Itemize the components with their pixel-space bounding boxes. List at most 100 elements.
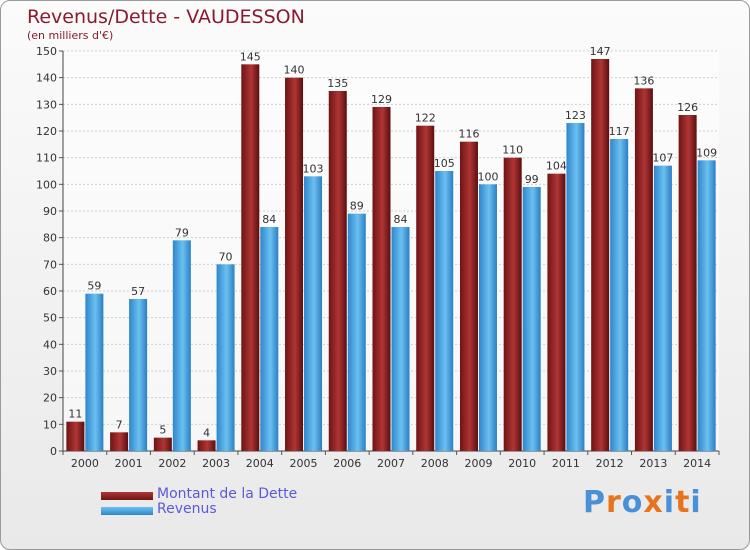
y-tick-label: 100 (36, 178, 57, 191)
data-label-revenus-2009: 100 (477, 170, 498, 183)
legend-swatch-revenus (101, 507, 153, 515)
y-tick-label: 10 (43, 418, 57, 431)
bar-revenus-2007 (391, 227, 410, 451)
bar-dette-2014 (678, 115, 697, 451)
data-label-dette-2012: 147 (590, 45, 611, 58)
y-tick-label: 130 (36, 98, 57, 111)
data-label-dette-2002: 5 (159, 424, 166, 437)
data-label-dette-2003: 4 (203, 426, 210, 439)
data-label-dette-2001: 7 (116, 418, 123, 431)
y-tick-label: 50 (43, 312, 57, 325)
y-tick-label: 90 (43, 205, 57, 218)
data-label-revenus-2000: 59 (87, 280, 101, 293)
logo-letter: i (663, 485, 676, 520)
bar-revenus-2010 (522, 187, 541, 451)
logo-letter: t (675, 485, 691, 520)
bar-revenus-2011 (566, 123, 585, 451)
data-label-revenus-2001: 57 (131, 285, 145, 298)
bar-revenus-2012 (610, 139, 629, 451)
data-label-dette-2014: 126 (677, 101, 698, 114)
x-tick-label-2011: 2011 (552, 457, 580, 470)
bar-revenus-2006 (347, 213, 366, 451)
data-label-revenus-2002: 79 (175, 226, 189, 239)
y-tick-label: 20 (43, 392, 57, 405)
bar-revenus-2000 (85, 293, 104, 451)
logo-letter: P (583, 485, 606, 520)
x-tick-label-2009: 2009 (464, 457, 492, 470)
x-tick-label-2002: 2002 (158, 457, 186, 470)
logo-letter: o (621, 485, 644, 520)
x-tick-label-2014: 2014 (683, 457, 711, 470)
logo-letter: i (690, 485, 702, 520)
data-label-revenus-2010: 99 (525, 173, 539, 186)
y-tick-label: 0 (50, 445, 57, 458)
data-label-revenus-2005: 103 (303, 162, 324, 175)
data-label-revenus-2007: 84 (394, 213, 408, 226)
data-label-dette-2013: 136 (633, 74, 654, 87)
y-tick-label: 120 (36, 125, 57, 138)
bar-revenus-2002 (172, 240, 191, 451)
bar-revenus-2014 (697, 160, 716, 452)
legend-label-revenus: Revenus (157, 501, 217, 517)
bar-dette-2006 (328, 91, 347, 451)
data-label-revenus-2014: 109 (696, 146, 717, 159)
bar-dette-2003 (197, 440, 216, 451)
x-tick-label-2010: 2010 (508, 457, 536, 470)
bar-revenus-2004 (260, 227, 279, 451)
data-label-dette-2008: 122 (415, 112, 436, 125)
data-label-revenus-2013: 107 (652, 152, 673, 165)
data-label-revenus-2003: 70 (219, 250, 233, 263)
y-tick-label: 80 (43, 232, 57, 245)
bar-revenus-2003 (216, 264, 235, 451)
data-label-dette-2009: 116 (458, 128, 479, 141)
data-label-revenus-2011: 123 (565, 109, 586, 122)
bar-dette-2004 (241, 64, 260, 452)
bar-revenus-2013 (653, 165, 672, 451)
y-tick-label: 140 (36, 72, 57, 85)
proxiti-logo: Proxiti (583, 485, 702, 520)
x-tick-label-2013: 2013 (639, 457, 667, 470)
data-label-dette-2004: 145 (240, 50, 261, 63)
bar-dette-2008 (416, 125, 435, 452)
data-label-dette-2010: 110 (502, 144, 523, 157)
bar-dette-2010 (503, 157, 522, 451)
x-tick-label-2000: 2000 (71, 457, 99, 470)
bar-dette-2009 (459, 141, 478, 451)
logo-letter: x (643, 485, 664, 520)
x-tick-label-2001: 2001 (115, 457, 143, 470)
bar-dette-2002 (153, 437, 172, 451)
data-label-dette-2007: 129 (371, 93, 392, 106)
data-label-revenus-2004: 84 (262, 213, 276, 226)
bar-revenus-2001 (129, 299, 148, 451)
bar-revenus-2009 (478, 184, 497, 452)
x-tick-label-2003: 2003 (202, 457, 230, 470)
data-label-dette-2005: 140 (284, 64, 305, 77)
legend-swatch-dette (101, 492, 153, 500)
x-tick-label-2005: 2005 (290, 457, 318, 470)
data-label-revenus-2012: 117 (609, 125, 630, 138)
bar-dette-2000 (66, 421, 85, 451)
y-tick-label: 40 (43, 338, 57, 351)
x-tick-label-2008: 2008 (421, 457, 449, 470)
bar-dette-2001 (110, 432, 129, 451)
y-tick-label: 150 (36, 45, 57, 58)
x-tick-label-2007: 2007 (377, 457, 405, 470)
chart-title: Revenus/Dette - VAUDESSON (27, 6, 305, 28)
data-label-dette-2011: 104 (546, 160, 567, 173)
bar-revenus-2008 (435, 171, 454, 451)
y-tick-label: 110 (36, 152, 57, 165)
plot-area (63, 51, 719, 451)
bar-dette-2011 (547, 173, 566, 451)
bar-revenus-2005 (304, 176, 323, 452)
bar-dette-2013 (634, 88, 653, 451)
chart-subtitle: (en milliers d'€) (27, 29, 114, 42)
data-label-revenus-2008: 105 (434, 157, 455, 170)
data-label-revenus-2006: 89 (350, 200, 364, 213)
y-tick-label: 30 (43, 365, 57, 378)
x-tick-label-2012: 2012 (596, 457, 624, 470)
y-tick-label: 60 (43, 285, 57, 298)
y-tick-label: 70 (43, 258, 57, 271)
bar-dette-2005 (285, 77, 304, 452)
